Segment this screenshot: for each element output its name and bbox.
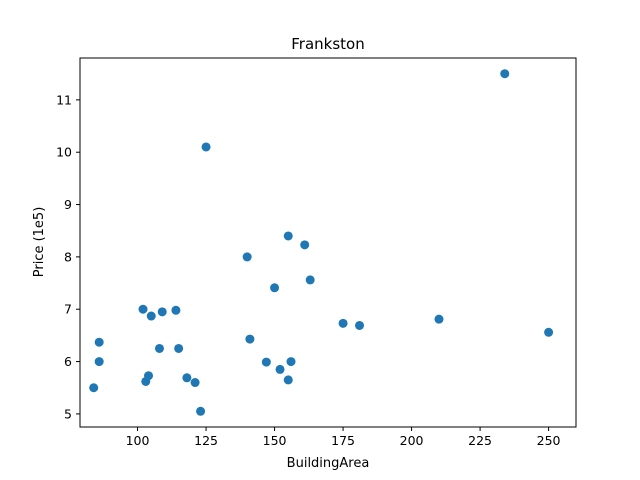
data-point [355, 320, 365, 330]
data-point [245, 334, 255, 344]
data-point [196, 406, 206, 416]
data-point [154, 343, 164, 353]
x-tick-label: 175 [331, 433, 355, 448]
data-point [157, 307, 167, 317]
x-tick-label: 250 [537, 433, 561, 448]
data-point [500, 69, 510, 79]
x-tick-label: 225 [468, 433, 492, 448]
data-point [89, 383, 99, 393]
data-point [190, 378, 200, 388]
x-tick-label: 100 [126, 433, 150, 448]
x-axis-label: BuildingArea [287, 456, 370, 471]
chart-title: Frankston [291, 35, 364, 53]
data-point [242, 252, 252, 262]
data-point [544, 327, 554, 337]
data-point [286, 357, 296, 367]
data-point [275, 364, 285, 374]
y-tick-label: 9 [64, 197, 72, 212]
y-axis-label: Price (1e5) [32, 207, 47, 278]
data-point [146, 311, 156, 321]
data-point [138, 304, 148, 314]
plot-frame [79, 57, 577, 428]
y-tick-label: 7 [64, 302, 72, 317]
data-point [270, 283, 280, 293]
y-tick-label: 6 [64, 354, 72, 369]
data-point [300, 240, 310, 250]
data-point [283, 231, 293, 241]
data-point [94, 337, 104, 347]
y-tick-label: 11 [56, 92, 72, 107]
y-tick-label: 5 [64, 406, 72, 421]
data-point [174, 343, 184, 353]
data-point [305, 275, 315, 285]
data-point [261, 357, 271, 367]
data-point [338, 318, 348, 328]
data-point [171, 305, 181, 315]
data-point [201, 142, 211, 152]
data-point [144, 371, 154, 381]
data-point [283, 375, 293, 385]
axes-layer: 100 125 150 175 200 225 250 5 6 7 8 9 10 11 [56, 57, 577, 448]
y-tick-label: 8 [64, 249, 72, 264]
x-tick-label: 200 [400, 433, 424, 448]
data-point [182, 373, 192, 383]
x-tick-label: 125 [194, 433, 218, 448]
y-tick-label: 10 [56, 145, 72, 160]
data-point [434, 314, 444, 324]
points-layer [89, 69, 554, 416]
data-point [94, 357, 104, 367]
x-tick-label: 150 [263, 433, 287, 448]
